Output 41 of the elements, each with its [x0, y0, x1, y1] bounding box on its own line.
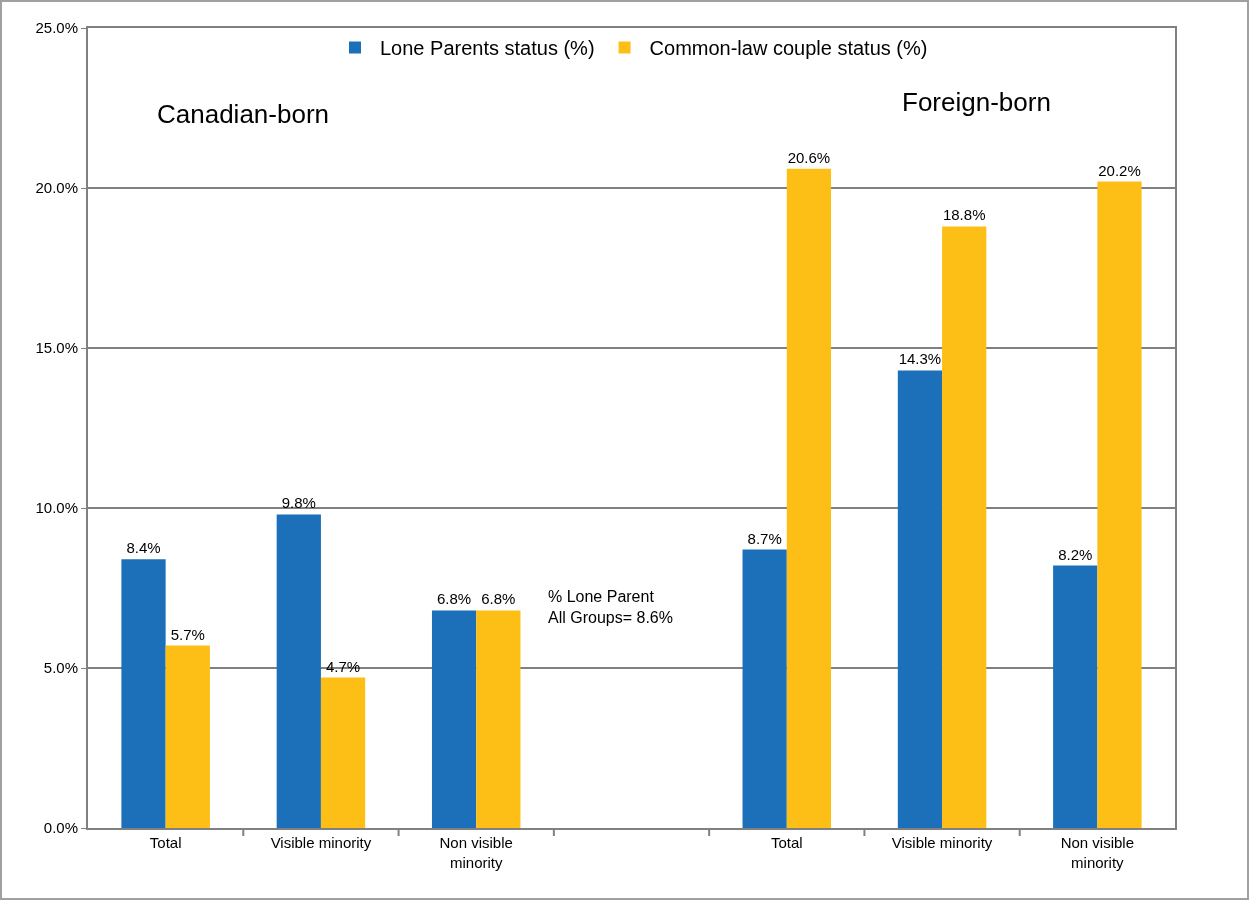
x-tick-label: Non visible minority — [439, 834, 513, 871]
y-tick-label: 15.0% — [35, 339, 78, 357]
data-label: 14.3% — [898, 350, 942, 368]
bar — [742, 549, 787, 828]
x-tick-label: Visible minority — [891, 834, 993, 851]
data-label: 8.2% — [1058, 545, 1093, 563]
bar — [121, 559, 166, 828]
bar — [1097, 181, 1142, 828]
bar — [786, 168, 832, 828]
y-tick-label: 0.0% — [43, 819, 78, 837]
data-label: 8.7% — [747, 529, 782, 547]
data-label: 5.7% — [170, 625, 205, 643]
data-label: 9.8% — [281, 494, 316, 512]
data-label: 6.8% — [436, 590, 472, 608]
y-tick-label: 25.0% — [35, 19, 78, 37]
data-label: 4.7% — [325, 657, 361, 675]
data-label: 6.8% — [481, 590, 516, 608]
legend-label: Common-law couple status (%) — [649, 37, 928, 60]
annotation: % Lone Parent All Groups= 8.6% — [548, 588, 673, 626]
data-label: 20.2% — [1098, 161, 1141, 179]
x-tick-label: Total — [770, 834, 803, 851]
x-tick-label: Visible minority — [270, 834, 372, 851]
bar — [276, 514, 321, 828]
annotation: Canadian-born — [157, 99, 330, 129]
annotation: Foreign-born — [902, 87, 1051, 117]
bar — [431, 610, 477, 828]
data-label: 20.6% — [787, 148, 831, 166]
x-tick-label: Total — [149, 834, 182, 851]
y-tick-label: 5.0% — [43, 659, 78, 677]
y-tick-label: 20.0% — [35, 179, 78, 197]
bar — [476, 610, 521, 828]
bar — [897, 370, 943, 828]
bar — [942, 226, 987, 828]
x-tick-label: Non visible minority — [1060, 834, 1135, 871]
data-label: 8.4% — [126, 539, 161, 557]
bar — [165, 645, 210, 828]
legend-label: Lone Parents status (%) — [380, 37, 595, 60]
y-tick-label: 10.0% — [35, 499, 78, 517]
bar — [320, 677, 366, 828]
data-label: 18.8% — [942, 206, 986, 224]
bar — [1053, 565, 1098, 828]
